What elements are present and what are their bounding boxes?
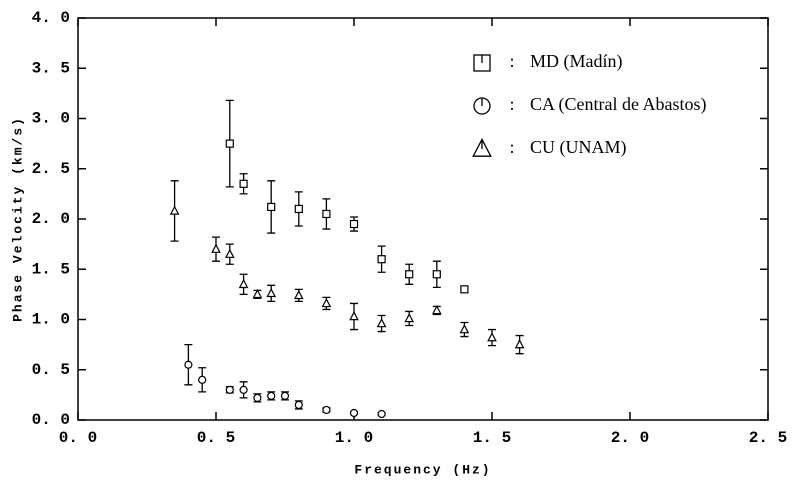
y-tick-label: 3. 0 [32, 110, 70, 128]
y-tick-label: 0. 5 [32, 361, 70, 379]
y-tick-label: 1. 5 [32, 260, 70, 278]
point [487, 332, 497, 342]
point [321, 297, 332, 308]
x-tick-label: 0. 5 [197, 429, 235, 447]
point [211, 243, 221, 253]
point [404, 313, 415, 323]
point [238, 278, 249, 289]
legend-separator: : [509, 137, 514, 157]
legend-label: CU (UNAM) [530, 137, 627, 158]
x-tick-label: 2. 0 [611, 429, 649, 447]
point [294, 204, 303, 214]
plot-frame [77, 17, 769, 421]
y-tick-label: 2. 0 [32, 210, 70, 228]
legend-separator: : [509, 94, 514, 114]
x-tick-label: 1. 5 [473, 429, 511, 447]
point [431, 304, 442, 315]
point [267, 391, 276, 400]
point [322, 405, 331, 415]
point [293, 289, 304, 300]
point [432, 270, 441, 279]
point [459, 324, 470, 334]
point [224, 248, 235, 258]
point [252, 288, 263, 299]
y-tick-label: 3. 5 [32, 59, 70, 77]
y-axis-label: Phase Velocity (km/s) [10, 116, 25, 322]
point [267, 202, 276, 212]
point [349, 408, 359, 418]
point [377, 255, 386, 264]
legend-label: MD (Madín) [530, 51, 623, 72]
x-tick-label: 2. 5 [749, 429, 787, 447]
point [225, 139, 234, 148]
point [349, 219, 359, 229]
point [225, 385, 234, 394]
y-tick-label: 1. 0 [32, 311, 70, 329]
point [460, 285, 469, 294]
x-axis-label: Frequency (Hz) [354, 462, 491, 477]
y-tick-label: 0. 0 [32, 411, 70, 429]
y-tick-label: 2. 5 [32, 160, 70, 178]
point [377, 409, 386, 419]
point [405, 270, 414, 279]
legend-label: CA (Central de Abastos) [530, 94, 706, 115]
legend-separator: : [509, 51, 514, 71]
point [280, 391, 290, 400]
point [294, 400, 303, 410]
y-tick-label: 4. 0 [32, 9, 70, 27]
x-tick-label: 0. 0 [59, 429, 97, 447]
point [514, 339, 525, 349]
point [349, 310, 359, 321]
point [169, 205, 180, 215]
point [184, 360, 193, 369]
point [239, 385, 248, 394]
point [253, 393, 262, 402]
point [376, 318, 387, 328]
point [198, 375, 207, 384]
point [239, 179, 248, 188]
point [266, 287, 277, 298]
x-tick-label: 1. 0 [335, 429, 373, 447]
point [322, 209, 331, 219]
